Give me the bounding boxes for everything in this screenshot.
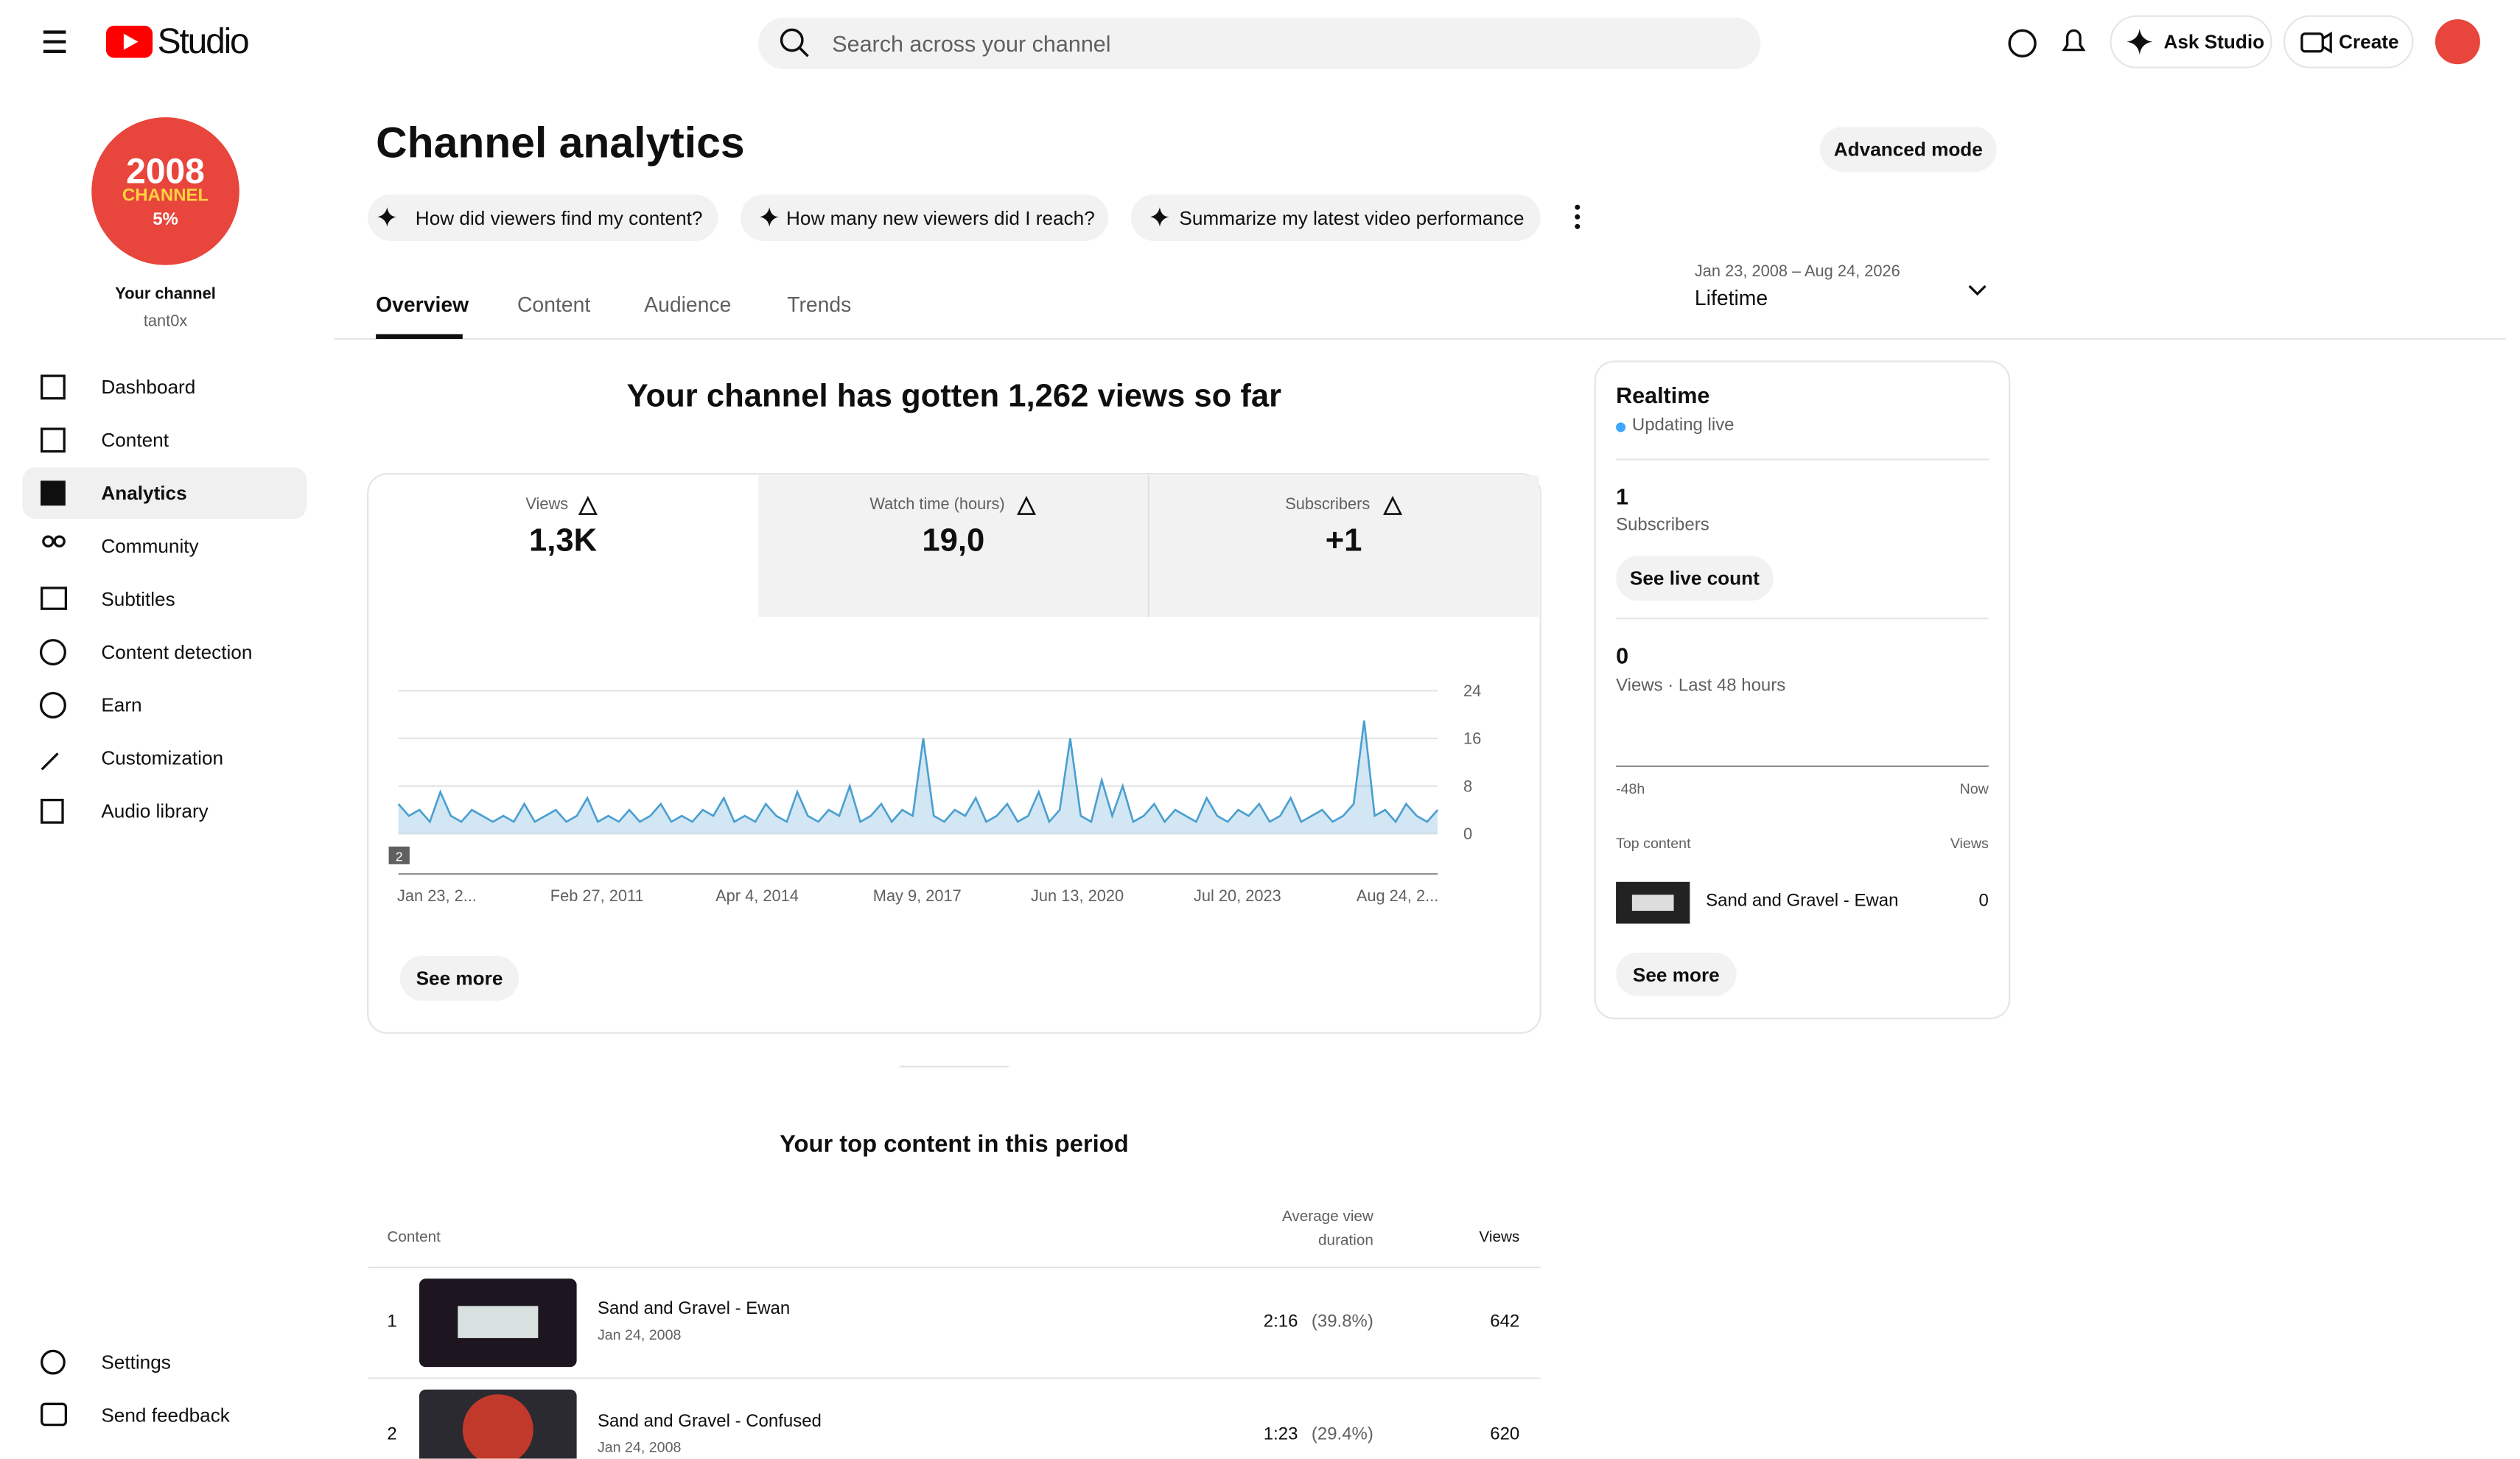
chart-marker: 2 [396, 849, 403, 864]
views: 642 [1490, 1312, 1520, 1332]
metric-value: +1 [1325, 523, 1362, 559]
page-title: Channel analytics [376, 119, 745, 167]
nav-item[interactable]: Analytics [101, 482, 187, 505]
views-label: Views · Last 48 hours [1616, 676, 1786, 696]
duration: 1:23 [1263, 1424, 1298, 1444]
live-count[interactable]: See live count [1616, 556, 1774, 601]
video-date: Jan 24, 2008 [597, 1439, 682, 1456]
views-count: 0 [1616, 643, 1629, 668]
views-header: Views [1950, 835, 1989, 852]
duration: 2:16 [1263, 1312, 1298, 1332]
views: 620 [1490, 1424, 1520, 1444]
x-tick-label: Aug 24, 2... [1357, 886, 1439, 905]
area [398, 720, 1438, 834]
avatar-badge: 5% [153, 210, 178, 230]
metric-label[interactable]: Views [525, 496, 569, 514]
search-input[interactable]: Search across your channel [832, 30, 1111, 57]
video-title[interactable]: Sand and Gravel - Ewan [597, 1299, 791, 1319]
period[interactable]: Lifetime [1694, 286, 1768, 310]
top-label: Top content [1616, 835, 1691, 852]
logo-text: Studio [157, 21, 250, 61]
nav-item[interactable]: Community [101, 534, 199, 558]
channel-handle: tant0x [143, 313, 188, 332]
nav-item[interactable]: Earn [101, 693, 142, 717]
prompt-chip[interactable]: Summarize my latest video performance [1130, 194, 1541, 241]
tab[interactable]: Trends [787, 292, 852, 317]
duration-percent: (39.8%) [1311, 1312, 1373, 1332]
video-title[interactable]: Sand and Gravel - Confused [597, 1412, 822, 1432]
date-range[interactable]: Jan 23, 2008 – Aug 24, 2026 [1694, 263, 1900, 281]
tab[interactable]: Content [517, 292, 591, 317]
subscriber-label: Subscribers [1616, 515, 1709, 535]
overview-chart: 0 8 16 24 Jan 23, 2... Feb 27, 2011 Apr 4, 201… [396, 682, 1481, 905]
see-more[interactable]: See more [399, 956, 519, 1001]
realtime-status: Updating live [1631, 416, 1735, 435]
y-tick-label: 8 [1463, 777, 1472, 795]
metric-label[interactable]: Subscribers [1285, 496, 1371, 514]
duration-percent: (29.4%) [1311, 1424, 1373, 1444]
top-content-title: Your top content in this period [780, 1130, 1129, 1158]
advanced-mode[interactable]: Advanced mode [1819, 127, 1997, 172]
ask-studio[interactable]: Ask Studio [2163, 30, 2265, 53]
create-button[interactable]: Create [2339, 30, 2399, 53]
headline: Your channel has gotten 1,262 views so f… [626, 379, 1282, 415]
nav-item[interactable]: Subtitles [101, 587, 175, 611]
nav-item[interactable]: Audio library [101, 800, 209, 823]
subscriber-count: 1 [1616, 483, 1629, 510]
nav-item[interactable]: Send feedback [101, 1404, 230, 1427]
see-more[interactable]: See more [1616, 952, 1737, 996]
prompt-chip[interactable]: How did viewers find my content? [368, 194, 718, 241]
nav-item[interactable]: Content detection [101, 640, 253, 664]
x-tick-label: Jan 23, 2... [397, 886, 477, 905]
nav-item[interactable]: Dashboard [101, 376, 196, 399]
column-header: Average view duration [1281, 1208, 1373, 1250]
axis-label: Now [1959, 780, 1989, 797]
nav-item[interactable]: Content [101, 429, 169, 452]
prompt-chip[interactable]: How many new viewers did I reach? [740, 194, 1109, 241]
x-tick-label: Feb 27, 2011 [550, 886, 644, 905]
avatar-year: 2008 [126, 150, 205, 192]
tab[interactable]: Audience [644, 292, 732, 317]
x-tick-label: Jul 20, 2023 [1194, 886, 1281, 905]
axis-label: -48h [1616, 780, 1645, 797]
rank: 1 [387, 1312, 397, 1332]
y-tick-label: 16 [1463, 730, 1481, 748]
x-tick-label: Jun 13, 2020 [1031, 886, 1124, 905]
x-tick-label: Apr 4, 2014 [715, 886, 799, 905]
channel-label: Your channel [115, 286, 216, 304]
metric-value: 19,0 [922, 523, 985, 559]
column-header: Content [387, 1228, 441, 1247]
rank: 2 [387, 1424, 397, 1444]
y-tick-label: 24 [1463, 682, 1481, 700]
line [397, 720, 1439, 824]
nav-item[interactable]: Settings [101, 1351, 171, 1374]
nav-item[interactable]: Customization [101, 746, 224, 770]
top-item-views: 0 [1978, 891, 1989, 912]
video-date: Jan 24, 2008 [597, 1326, 682, 1343]
metric-value: 1,3K [529, 523, 598, 559]
y-tick-label: 0 [1463, 825, 1472, 843]
column-header: Views [1479, 1228, 1520, 1247]
metric-label[interactable]: Watch time (hours) [869, 496, 1005, 514]
x-tick-label: May 9, 2017 [873, 886, 962, 905]
realtime-title: Realtime [1616, 382, 1710, 408]
tab[interactable]: Overview [376, 292, 469, 317]
avatar-word: CHANNEL [122, 186, 209, 206]
top-item-title[interactable]: Sand and Gravel - Ewan [1706, 891, 1899, 912]
